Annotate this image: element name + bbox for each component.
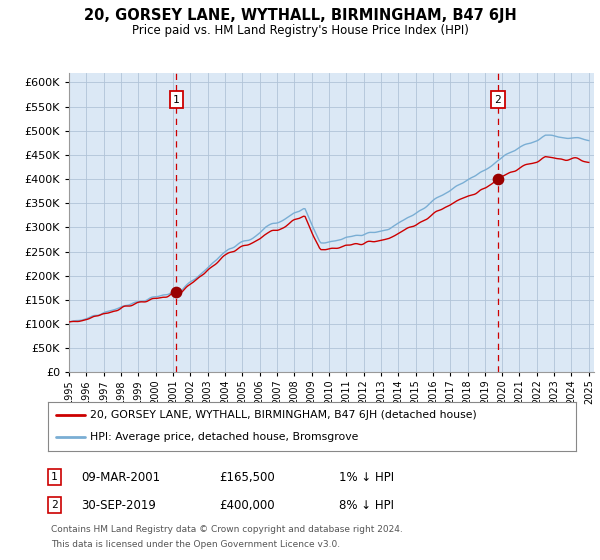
Text: Contains HM Land Registry data © Crown copyright and database right 2024.: Contains HM Land Registry data © Crown c… bbox=[51, 525, 403, 534]
Point bbox=[493, 175, 503, 184]
Text: Price paid vs. HM Land Registry's House Price Index (HPI): Price paid vs. HM Land Registry's House … bbox=[131, 24, 469, 36]
Text: HPI: Average price, detached house, Bromsgrove: HPI: Average price, detached house, Brom… bbox=[90, 432, 359, 442]
Text: 20, GORSEY LANE, WYTHALL, BIRMINGHAM, B47 6JH (detached house): 20, GORSEY LANE, WYTHALL, BIRMINGHAM, B4… bbox=[90, 410, 477, 420]
Text: 1: 1 bbox=[173, 95, 179, 105]
Text: 20, GORSEY LANE, WYTHALL, BIRMINGHAM, B47 6JH: 20, GORSEY LANE, WYTHALL, BIRMINGHAM, B4… bbox=[83, 8, 517, 24]
Text: 30-SEP-2019: 30-SEP-2019 bbox=[81, 498, 156, 512]
Text: 1: 1 bbox=[51, 472, 58, 482]
Text: 09-MAR-2001: 09-MAR-2001 bbox=[81, 470, 160, 484]
Text: 2: 2 bbox=[494, 95, 501, 105]
Text: 2: 2 bbox=[51, 500, 58, 510]
Point bbox=[172, 288, 181, 297]
Text: £400,000: £400,000 bbox=[219, 498, 275, 512]
Text: 1% ↓ HPI: 1% ↓ HPI bbox=[339, 470, 394, 484]
Text: 8% ↓ HPI: 8% ↓ HPI bbox=[339, 498, 394, 512]
Text: £165,500: £165,500 bbox=[219, 470, 275, 484]
Text: This data is licensed under the Open Government Licence v3.0.: This data is licensed under the Open Gov… bbox=[51, 540, 340, 549]
